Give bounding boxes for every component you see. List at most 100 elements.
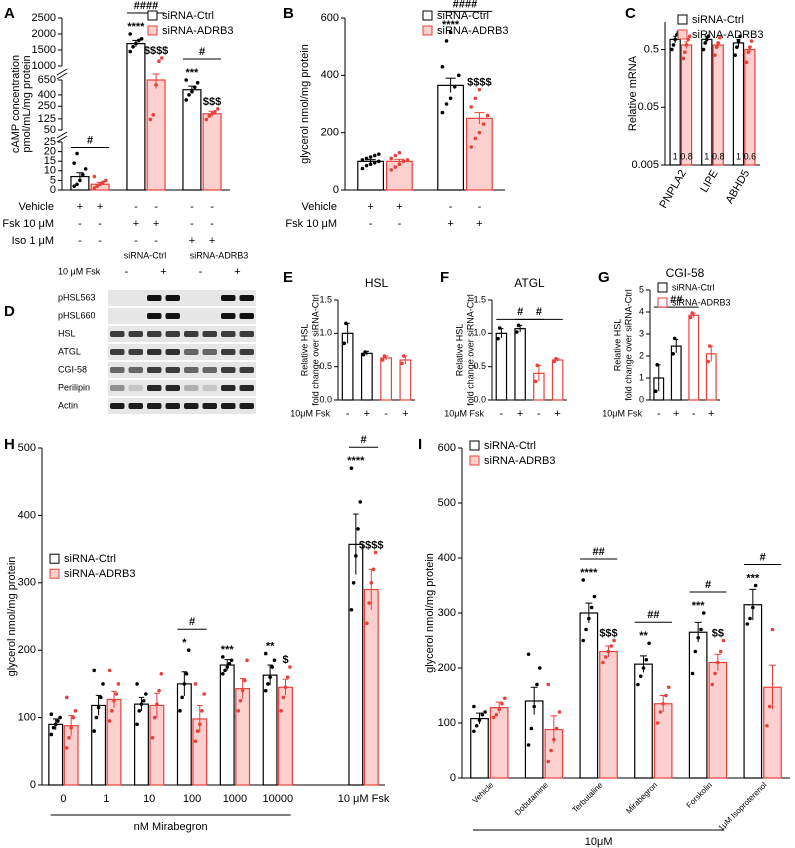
data-point xyxy=(150,736,155,740)
blot-band xyxy=(221,295,236,301)
y-tick-label: 2000 xyxy=(32,28,56,40)
data-point xyxy=(358,500,363,504)
legend-label: siRNA-Ctrl xyxy=(484,440,536,452)
data-point xyxy=(186,648,191,652)
data-point xyxy=(101,180,105,185)
data-point xyxy=(554,726,559,731)
y-axis-label: Relative HSL xyxy=(612,319,622,372)
data-point xyxy=(554,356,558,361)
data-point xyxy=(653,389,658,394)
data-point xyxy=(401,354,406,358)
data-point xyxy=(671,43,676,47)
panel-letter: B xyxy=(283,5,294,22)
data-point xyxy=(477,718,482,723)
data-point xyxy=(713,53,717,57)
data-point xyxy=(225,665,230,669)
significance-label: ** xyxy=(266,640,275,652)
y-tick-label: 10 xyxy=(44,165,56,177)
row-label: HSL xyxy=(58,328,76,338)
data-point xyxy=(749,39,754,43)
y-tick-label: 15 xyxy=(44,155,56,167)
data-point xyxy=(581,638,586,643)
data-point xyxy=(107,719,112,723)
y-tick-label: 1.5 xyxy=(473,294,486,304)
panel-letter: E xyxy=(283,269,293,286)
treatment-label: 10μM Fsk xyxy=(290,408,330,418)
data-point xyxy=(371,567,376,572)
data-point xyxy=(221,671,225,676)
blot-band xyxy=(202,331,217,337)
axis-break xyxy=(56,131,68,139)
data-point xyxy=(658,710,663,714)
bar xyxy=(669,38,681,166)
significance-label: $$$$ xyxy=(359,539,383,551)
data-point xyxy=(746,50,751,54)
data-point xyxy=(272,658,277,663)
data-point xyxy=(380,358,385,362)
bar xyxy=(688,631,708,779)
chart-title: CGI-58 xyxy=(666,266,705,280)
data-point xyxy=(376,159,381,164)
x-tick-label: 1000 xyxy=(223,793,247,805)
data-point xyxy=(721,638,726,643)
data-point xyxy=(444,102,449,106)
data-point xyxy=(655,721,660,725)
bar xyxy=(701,38,713,166)
blot-strip xyxy=(108,308,256,324)
treatment-label: Fsk 10 μM xyxy=(2,218,54,230)
x-tick-label: 1 xyxy=(103,793,109,805)
panel-letter: F xyxy=(440,269,449,286)
y-tick-label: 0 xyxy=(639,394,644,404)
data-point xyxy=(469,105,474,109)
data-point xyxy=(372,160,377,165)
data-point xyxy=(497,326,502,330)
row-label: Actin xyxy=(58,400,78,410)
blot-band xyxy=(202,367,217,373)
treatment-sign: - xyxy=(500,408,504,420)
bar xyxy=(653,703,673,779)
significance-label: *** xyxy=(221,644,235,656)
data-point xyxy=(98,695,103,700)
x-tick-label: Forskolin xyxy=(685,781,714,810)
data-point xyxy=(684,43,689,47)
data-point xyxy=(589,605,594,610)
x-tick-label: 0 xyxy=(60,793,66,805)
blot-band xyxy=(165,385,180,391)
data-point xyxy=(356,527,360,531)
y-tick-label: 500 xyxy=(438,497,456,509)
significance-label: $$$$ xyxy=(467,77,491,89)
y-tick-label: 20 xyxy=(44,146,56,158)
bracket-label: # xyxy=(361,434,367,446)
legend-label: siRNA-Ctrl xyxy=(437,10,489,22)
bracket-label: ## xyxy=(670,294,682,306)
data-point xyxy=(281,695,286,700)
blot-band xyxy=(147,313,162,319)
blot-band xyxy=(128,349,143,355)
treatment-sign: - xyxy=(134,201,138,213)
y-tick-label: 0.0 xyxy=(319,394,332,404)
data-point xyxy=(701,611,706,615)
treatment-sign: - xyxy=(154,235,158,247)
data-point xyxy=(95,184,100,188)
data-point xyxy=(393,165,398,169)
y-tick-label: 400 xyxy=(438,552,456,564)
legend-swatch xyxy=(469,440,480,451)
data-point xyxy=(683,50,687,54)
data-point xyxy=(744,60,749,65)
blot-band xyxy=(128,367,143,373)
group-label: 10μM xyxy=(585,836,613,848)
data-point xyxy=(753,583,758,588)
bar xyxy=(634,663,653,779)
data-point xyxy=(444,39,449,43)
data-point xyxy=(361,352,366,357)
data-point xyxy=(477,87,482,92)
y-tick-label: 400 xyxy=(18,509,36,521)
legend-label: siRNA-ADRB3 xyxy=(484,455,556,467)
data-point xyxy=(440,64,445,69)
blot-band xyxy=(202,349,217,355)
x-tick-label: Terbutaline xyxy=(571,780,605,814)
chart-title: ATGL xyxy=(514,276,545,290)
data-point xyxy=(400,361,404,366)
bar xyxy=(176,683,192,786)
y-tick-label: 250 xyxy=(38,100,56,112)
